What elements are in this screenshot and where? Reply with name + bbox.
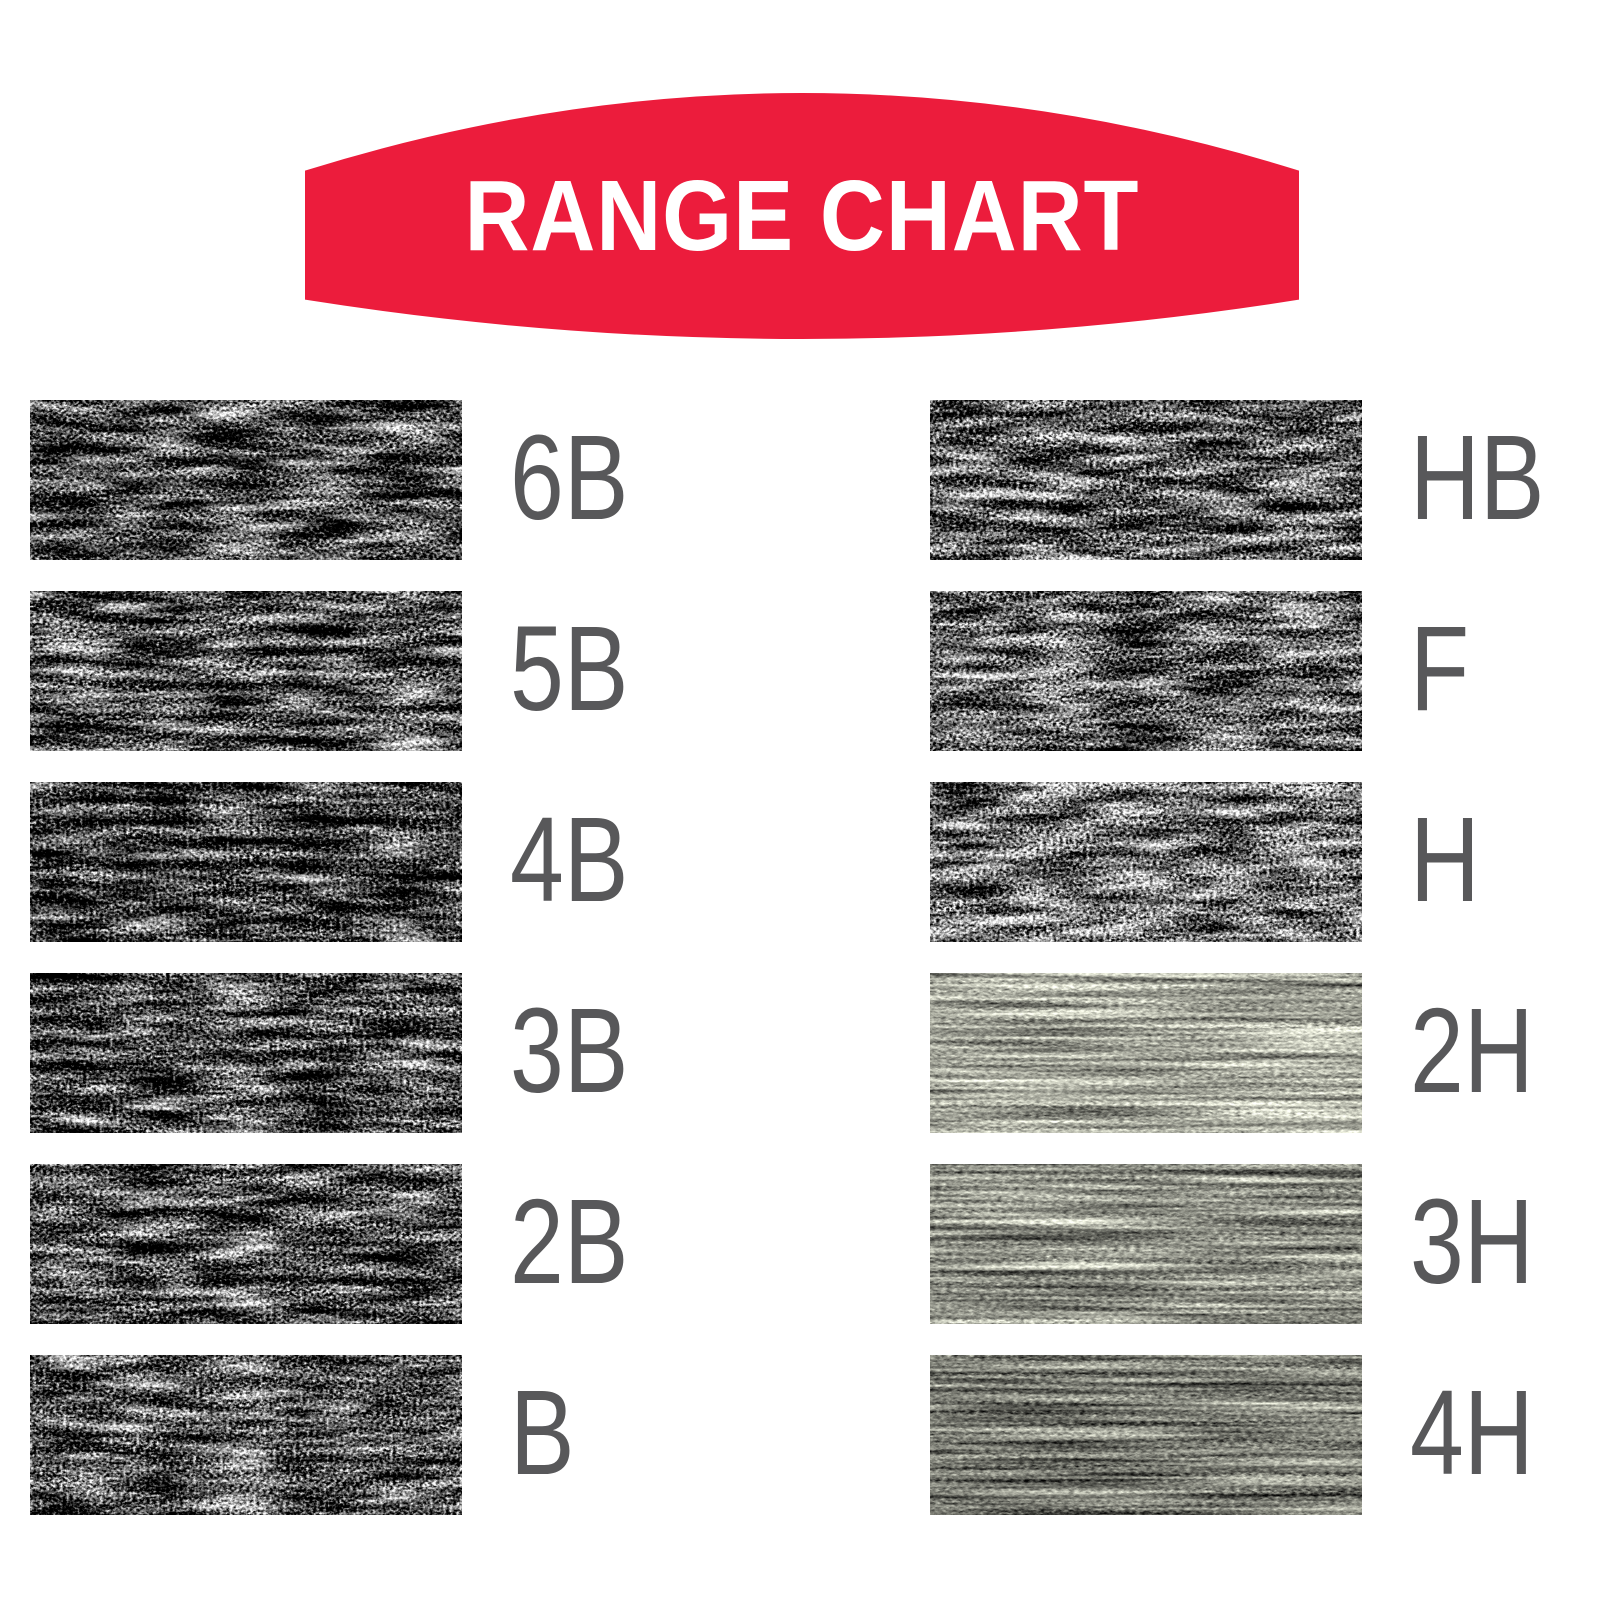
grade-label: F [1410, 599, 1470, 736]
graphite-swatch [30, 591, 462, 751]
grade-label: 4H [1410, 1363, 1534, 1500]
grade-row: 4H [930, 1355, 1578, 1515]
banner-title-wrap: RANGE CHART [302, 90, 1302, 342]
page-title: RANGE CHART [464, 160, 1140, 272]
graphite-swatch [930, 973, 1362, 1133]
grade-label: 6B [510, 408, 629, 545]
grade-label: 3B [510, 981, 629, 1118]
graphite-swatch [30, 1355, 462, 1515]
grade-row: F [930, 591, 1578, 751]
grade-label: H [1410, 790, 1480, 927]
grade-row: 3H [930, 1164, 1578, 1324]
grade-label: 3H [1410, 1172, 1534, 1309]
soft-grades-column: 6B 5B 4B 3B 2B B [30, 400, 658, 1515]
grade-row: B [30, 1355, 658, 1515]
grade-row: 6B [30, 400, 658, 560]
grade-row: 2H [930, 973, 1578, 1133]
graphite-swatch [930, 1355, 1362, 1515]
grade-label: 5B [510, 599, 629, 736]
graphite-swatch [30, 973, 462, 1133]
grade-label: B [510, 1363, 575, 1500]
grade-label: HB [1410, 408, 1545, 545]
banner-lens-shape [305, 93, 1299, 339]
graphite-swatch [930, 782, 1362, 942]
banner-lens-path [305, 93, 1299, 339]
grade-label: 2B [510, 1172, 629, 1309]
graphite-swatch [930, 1164, 1362, 1324]
grade-row: 3B [30, 973, 658, 1133]
graphite-swatch [930, 591, 1362, 751]
graphite-swatch [930, 400, 1362, 560]
grade-row: 2B [30, 1164, 658, 1324]
grade-row: HB [930, 400, 1578, 560]
graphite-swatch [30, 1164, 462, 1324]
grade-label: 4B [510, 790, 629, 927]
hard-grades-column: HB F H 2H 3H 4H [930, 400, 1578, 1515]
grade-row: 4B [30, 782, 658, 942]
grade-label: 2H [1410, 981, 1534, 1118]
graphite-swatch [30, 400, 462, 560]
grade-row: 5B [30, 591, 658, 751]
range-chart-banner: RANGE CHART [302, 90, 1302, 342]
grade-row: H [930, 782, 1578, 942]
graphite-swatch [30, 782, 462, 942]
